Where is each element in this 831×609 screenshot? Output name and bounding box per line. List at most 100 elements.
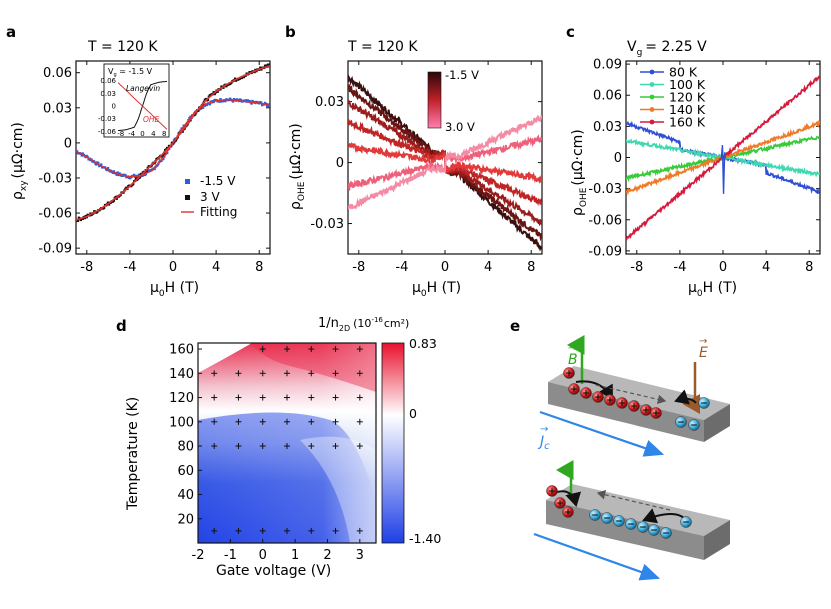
- measurement-point: [211, 418, 218, 425]
- inset-curves: [117, 80, 168, 132]
- electron-carrier: [698, 397, 710, 409]
- hole-drift-arrow-top: [595, 384, 667, 405]
- electron-carrier: [625, 518, 637, 530]
- electron-carrier: [680, 516, 692, 528]
- series-1-0-V: [348, 142, 542, 185]
- data-point: [246, 99, 249, 102]
- y-label-unit: (μΩ·cm): [288, 123, 304, 179]
- legend-marker-minus-1-5v: [185, 179, 190, 184]
- measurement-point: [308, 527, 315, 534]
- current-arrow-bottom: [533, 532, 661, 581]
- inset-title-value: = -1.5 V: [117, 67, 153, 76]
- panel-b-x-label: μ0H (T): [412, 280, 461, 299]
- hole-carrier: [628, 400, 640, 412]
- y-tick-label: 0: [64, 136, 72, 151]
- y-tick-label: 0.09: [593, 58, 622, 73]
- panel-d-x-label: Gate voltage (V): [216, 563, 331, 579]
- panel-a-y-ticks: -0.09 -0.06 -0.03 0 0.03 0.06: [38, 66, 270, 257]
- electron-carrier: [675, 416, 687, 428]
- inset-y-ticks: 0.06 0.03 0 -0.03 -0.06: [98, 77, 117, 136]
- x-label-symbol: μ: [412, 280, 421, 296]
- electron-deflection-arrow-top: [674, 389, 697, 405]
- hole-carrier: [604, 394, 616, 406]
- data-point: [133, 173, 136, 177]
- data-point: [95, 163, 98, 166]
- y-tick-label: -0.03: [38, 171, 72, 186]
- measurement-point: [259, 394, 266, 401]
- x-tick-label: -4: [123, 260, 136, 275]
- series-80K-spike: [720, 144, 726, 194]
- y-label-subscript: OHE: [297, 181, 307, 201]
- data-point: [268, 63, 270, 66]
- y-tick-label: 0.03: [593, 120, 622, 135]
- b-field-label: B: [568, 352, 578, 368]
- panel-d-y-label: Temperature (K): [125, 397, 141, 511]
- legend-label: 100 K: [669, 77, 706, 92]
- header-symbol: V: [627, 39, 637, 55]
- measurement-point: [356, 394, 363, 401]
- y-tick-label: 120: [169, 391, 194, 406]
- data-point: [107, 203, 111, 206]
- data-point: [106, 167, 110, 170]
- x-label-subscript: 0: [421, 289, 427, 299]
- data-point: [260, 68, 263, 71]
- panel-d-colorbar-title: 1/n2D (10-16cm²): [318, 316, 409, 333]
- data-point: [244, 99, 247, 102]
- colorbar-title-symbol: 1/n: [318, 316, 339, 331]
- heatmap: [198, 343, 376, 543]
- panel-c-y-label: ρOHE (μΩ·cm): [570, 129, 589, 216]
- inset-langevin-label: Langevin: [126, 84, 160, 93]
- electron-carrier: [688, 419, 700, 431]
- inset-title: Vg = -1.5 V: [108, 67, 153, 78]
- x-tick-label: 4: [212, 260, 220, 275]
- e-field-label: E: [699, 345, 708, 361]
- measurement-point: [259, 418, 266, 425]
- panel-b-colorbar: [427, 71, 442, 129]
- inset-ohe-label: OHE: [143, 115, 160, 124]
- data-point: [96, 210, 99, 213]
- data-point: [111, 171, 115, 174]
- data-point: [213, 92, 216, 96]
- measurement-point: [332, 346, 339, 353]
- hole-carrier: [563, 367, 575, 379]
- charge-carriers-top: [563, 367, 710, 431]
- data-point: [218, 100, 221, 103]
- electron-carrier: [601, 512, 613, 524]
- panel-b-x-ticks: -8 -4 0 4 8: [352, 61, 535, 275]
- legend-marker-3v: [185, 195, 190, 200]
- x-tick-label: 1: [291, 548, 299, 563]
- legend-marker: [649, 82, 655, 87]
- data-point: [201, 106, 205, 109]
- electron-drift-arrow-bottom: [596, 489, 671, 511]
- inset-x-tick-label: -8: [117, 130, 124, 138]
- legend-marker: [649, 69, 655, 75]
- legend-label: 80 K: [669, 65, 698, 80]
- y-tick-label: 60: [177, 464, 194, 479]
- measurement-point: [259, 346, 266, 353]
- data-point: [153, 167, 156, 171]
- panel-b: b T = 120 K -0.03 0 0.03 -8 -4 0 4 8 ρOHE (μΩ·c…: [285, 23, 543, 299]
- legend-label: 160 K: [669, 115, 706, 130]
- panel-c-series: [626, 75, 820, 241]
- legend-label-3v: 3 V: [200, 190, 220, 204]
- header-subscript: g: [637, 48, 643, 58]
- y-label-unit: (μΩ·cm): [570, 129, 586, 185]
- panel-d-points: [211, 346, 363, 534]
- electron-carrier: [660, 527, 672, 539]
- hole-carrier: [546, 485, 558, 497]
- y-tick-label: 80: [177, 440, 194, 455]
- y-tick-label: 0.06: [593, 89, 622, 104]
- data-point: [89, 212, 92, 215]
- measurement-point: [284, 527, 290, 534]
- heatmap-blank-corner: [198, 343, 252, 373]
- electron-carrier: [589, 509, 601, 521]
- hole-carrier: [616, 397, 628, 409]
- y-tick-label: 140: [169, 367, 194, 382]
- data-point: [225, 85, 228, 88]
- panel-letter-c: c: [566, 23, 575, 41]
- x-tick-label: 0: [441, 260, 449, 275]
- panel-a-x-ticks: -8 -4 0 4 8: [80, 61, 263, 275]
- y-label-symbol: ρ: [288, 201, 304, 210]
- heatmap-right-fade: [198, 343, 376, 543]
- b-field-vector-arrow: →: [568, 343, 576, 354]
